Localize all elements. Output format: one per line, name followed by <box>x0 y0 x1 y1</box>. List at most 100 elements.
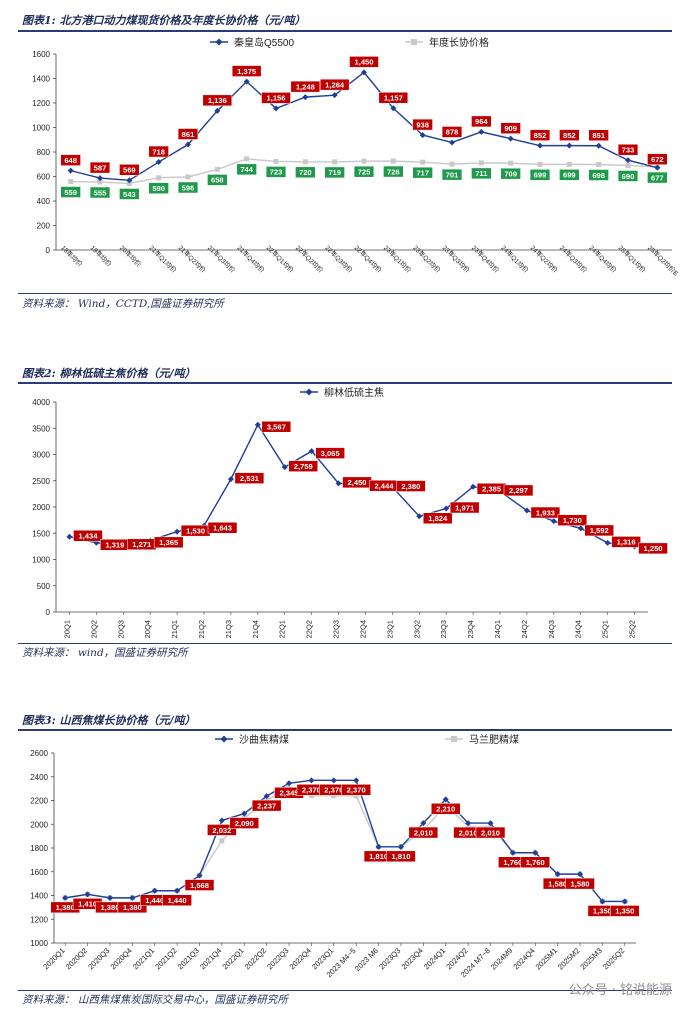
data-label: 1,250 <box>644 544 663 553</box>
data-label-box <box>89 186 111 199</box>
data-label: 719 <box>328 168 341 177</box>
data-point <box>550 518 557 525</box>
data-label-box <box>60 154 81 166</box>
data-label: 1,375 <box>237 67 257 76</box>
data-label: 672 <box>651 155 664 164</box>
x-tick-label: 23年Q1均价 <box>382 243 414 275</box>
data-point <box>390 158 396 164</box>
data-point <box>185 174 191 180</box>
x-tick-label: 22年Q4均价 <box>353 243 385 275</box>
data-label-box <box>617 170 639 182</box>
data-label-box <box>148 145 169 158</box>
x-tick-label: 23年Q4均价 <box>470 243 502 275</box>
data-point <box>254 421 261 428</box>
data-point <box>470 483 477 490</box>
x-tick-label: 2021Q1 <box>131 946 156 971</box>
data-label: 2,032 <box>212 826 231 835</box>
series-line <box>65 779 625 903</box>
data-label-box <box>610 905 640 917</box>
data-label: 658 <box>211 176 224 185</box>
x-tick-label: 2022Q3 <box>265 946 290 971</box>
data-point <box>507 135 514 142</box>
data-label-box <box>500 122 521 134</box>
data-label: 1,592 <box>590 526 609 535</box>
data-label: 1,380 <box>100 903 119 912</box>
x-tick-label: 24Q4 <box>574 620 583 638</box>
data-point <box>449 139 455 146</box>
data-label: 2,210 <box>436 805 455 814</box>
data-point <box>577 525 584 532</box>
data-label: 2,090 <box>235 819 254 828</box>
data-label-box <box>617 143 639 156</box>
data-point <box>273 105 279 112</box>
data-point <box>537 142 543 149</box>
x-tick-label: 23Q2 <box>412 620 421 638</box>
y-tick-label: 1200 <box>30 915 48 924</box>
data-label-box <box>383 165 404 178</box>
data-point <box>174 887 181 894</box>
data-label: 2,237 <box>257 801 276 810</box>
x-tick-label: 2022Q1 <box>220 946 245 971</box>
data-point <box>126 177 133 184</box>
data-point <box>554 871 561 878</box>
x-tick-label: 2021Q3 <box>176 946 201 971</box>
data-label: 852 <box>563 131 576 140</box>
data-point <box>577 871 584 878</box>
data-label-box <box>449 501 480 514</box>
data-point <box>361 69 367 76</box>
data-point <box>97 175 103 182</box>
data-label-box <box>529 129 551 141</box>
data-label: 861 <box>182 130 195 139</box>
data-point <box>465 820 472 827</box>
data-point <box>67 167 74 174</box>
data-point <box>443 505 450 512</box>
data-point <box>532 849 539 856</box>
data-label: 1,410 <box>78 900 97 909</box>
x-tick-label: 24Q1 <box>493 620 502 638</box>
x-tick-label: 2023Q3 <box>377 946 402 971</box>
data-label-box <box>288 460 318 472</box>
x-tick-label: 21Q3 <box>224 620 233 638</box>
data-point <box>625 157 631 164</box>
data-point <box>331 793 337 799</box>
data-label-box <box>162 894 192 906</box>
data-label-box <box>265 166 287 178</box>
x-tick-label: 2024Q4 <box>511 946 536 971</box>
y-tick-label: 1000 <box>30 939 48 948</box>
data-point <box>174 528 181 535</box>
x-tick-label: 2020Q4 <box>109 946 134 971</box>
data-label: 587 <box>94 163 107 172</box>
data-label-box <box>475 826 506 839</box>
data-label: 2,010 <box>414 828 433 837</box>
data-point <box>416 513 423 520</box>
y-tick-label: 2500 <box>32 477 50 486</box>
data-label: 1,760 <box>503 858 522 867</box>
data-label-box <box>207 174 228 186</box>
data-label: 1,264 <box>325 80 345 89</box>
y-tick-label: 3500 <box>32 424 50 433</box>
y-tick-label: 600 <box>37 173 51 182</box>
data-label: 1,760 <box>526 858 545 867</box>
data-label: 744 <box>240 165 253 174</box>
data-label-box <box>202 94 233 107</box>
y-tick-label: 1600 <box>30 868 48 877</box>
data-label: 909 <box>504 124 517 133</box>
data-label-box <box>530 506 561 519</box>
data-label: 677 <box>651 173 664 182</box>
data-label: 1,156 <box>266 94 285 103</box>
x-tick-label: 2025M3 <box>578 946 604 972</box>
data-label: 690 <box>622 172 635 181</box>
data-label: 723 <box>270 168 283 177</box>
x-tick-label: 21Q2 <box>197 620 206 638</box>
data-label: 2,385 <box>482 485 502 494</box>
x-tick-label: 24年Q3均价 <box>558 243 590 275</box>
data-label-box <box>290 80 321 93</box>
data-point <box>218 817 225 824</box>
data-label-box <box>236 163 257 176</box>
x-tick-label: 22Q4 <box>358 620 367 638</box>
data-label: 2,297 <box>509 486 528 495</box>
data-label-box <box>177 181 199 194</box>
data-point <box>129 894 136 901</box>
x-tick-label: 2024Q1 <box>422 946 447 971</box>
data-label-box <box>353 165 375 178</box>
